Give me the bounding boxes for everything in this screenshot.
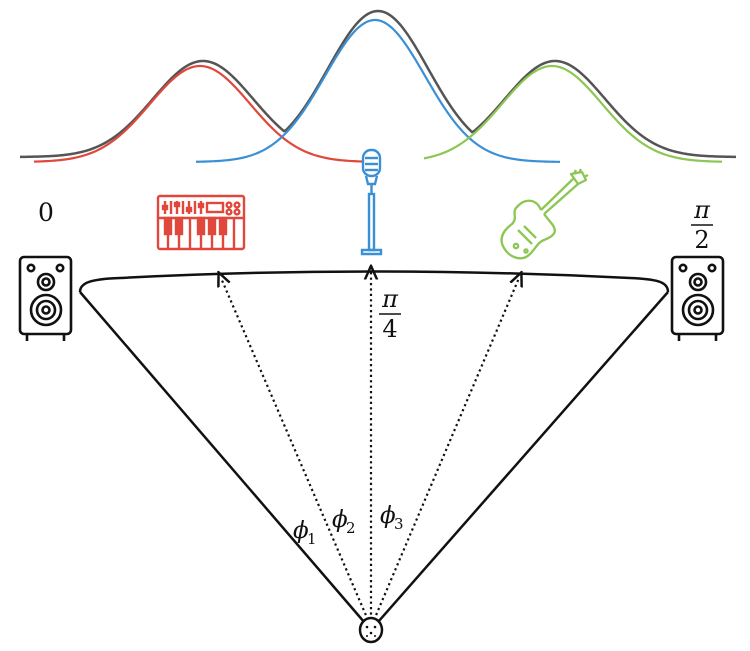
guitar-distribution-curve [423,64,723,163]
vocal-distribution-curve [195,18,561,163]
guitar-icon [500,168,589,260]
phi3-arrow [372,278,519,621]
sector-right-edge [370,291,669,631]
center-angle-numerator: π [381,285,399,313]
phi3-label: ϕ 3 [380,503,404,533]
phi1-arrow [221,278,370,621]
right-angle-label: π 2 [691,196,713,254]
listener-icon [358,616,384,644]
sector-left-edge [79,291,372,631]
keyboard-icon [156,194,246,251]
phi3-symbol: ϕ [380,503,396,529]
direction-arrows [221,272,519,621]
phi1-subscript: 1 [307,530,317,548]
right-angle-numerator: π [693,196,711,224]
center-angle-denominator: 4 [382,315,397,343]
left-speaker-icon [18,255,73,341]
source-distributions [19,9,737,163]
phi2-symbol: ϕ [332,507,348,533]
phi3-subscript: 3 [394,515,404,533]
phi2-label: ϕ 2 [332,507,356,537]
sector-arc [78,270,670,293]
mixture-curve [19,9,737,159]
phi1-symbol: ϕ [293,518,309,544]
listening-sector [78,270,670,631]
center-angle-label: π 4 [379,285,401,343]
microphone-icon [360,148,383,256]
phi1-label: ϕ 1 [293,518,317,548]
left-angle-label: 0 [38,198,54,227]
right-angle-denominator: 2 [694,226,709,254]
keyboard-distribution-curve [33,64,365,163]
phi2-subscript: 2 [346,519,356,537]
right-speaker-icon [670,255,725,341]
